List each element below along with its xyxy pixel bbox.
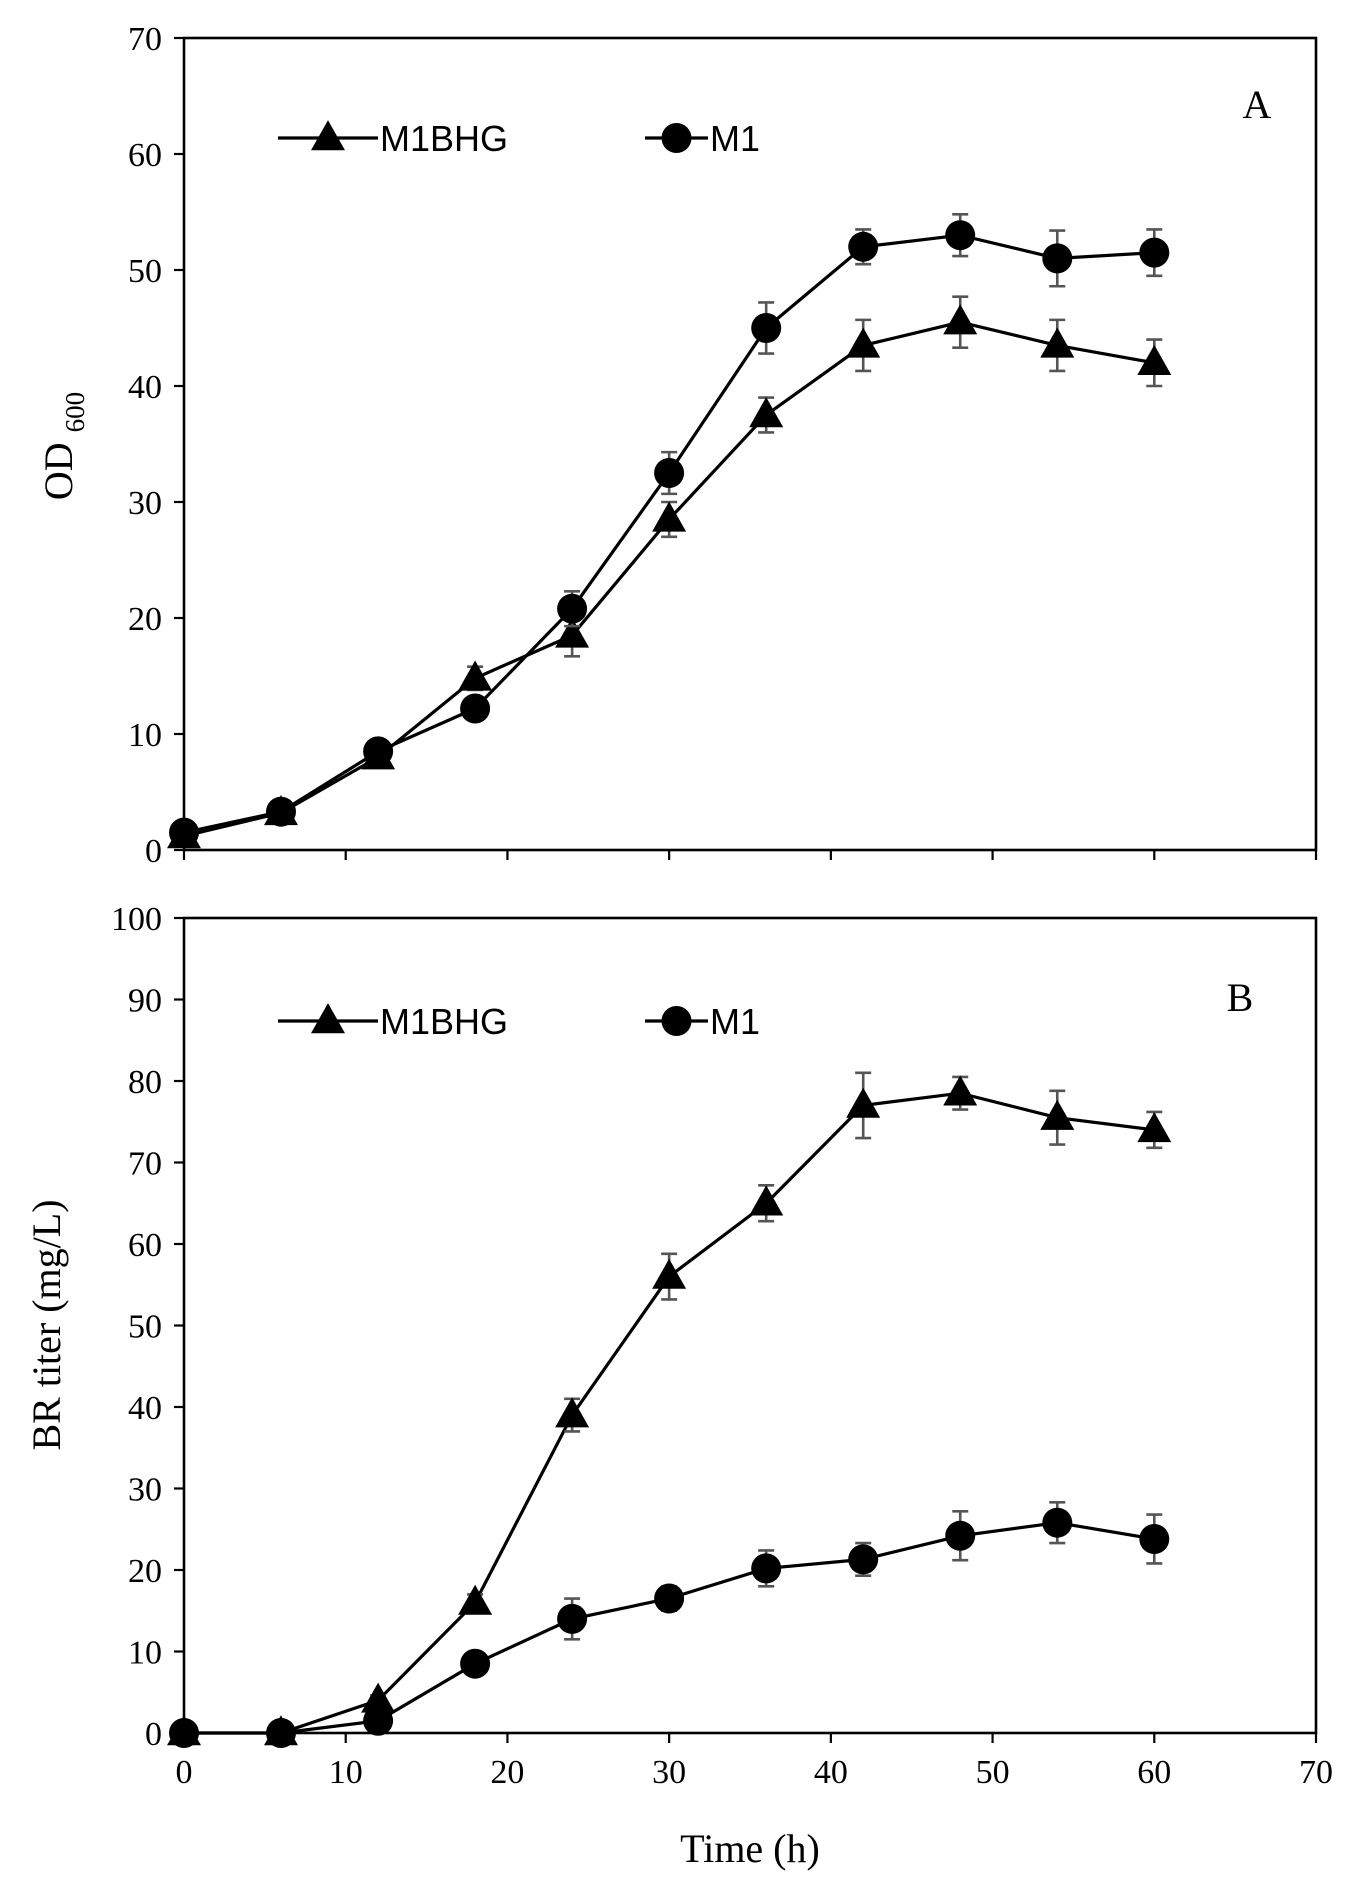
point-m1bhg-b [458, 1584, 493, 1615]
point-m1-b [363, 1705, 394, 1736]
ticks-a: 0 10 20 30 40 50 60 70 [128, 21, 1318, 870]
panel-label-b: B [1227, 975, 1254, 1020]
point-m1bhg-a [555, 617, 590, 648]
y-tick-label-b: 30 [128, 1472, 162, 1509]
x-axis-title: Time (h) [680, 1826, 820, 1871]
series-a [167, 213, 1172, 849]
y-tick-label-a: 30 [128, 485, 162, 522]
y-axis-title-a: OD 600 [36, 392, 90, 500]
point-m1bhg-a [943, 304, 978, 335]
legend-entry-m1bhg-a: M1BHG [278, 118, 508, 159]
point-m1bhg-b [652, 1258, 687, 1289]
point-m1-b [945, 1520, 976, 1551]
legend-marker-m1bhg-a [311, 120, 345, 151]
point-m1-a [266, 796, 296, 827]
y-tick-label-a: 10 [128, 717, 162, 754]
point-m1-a [363, 736, 394, 767]
y-axis-title-main-a: OD [36, 442, 81, 500]
point-m1-a [1139, 237, 1170, 268]
y-tick-label-b: 90 [128, 983, 162, 1020]
legend-marker-m1-b [661, 1006, 692, 1036]
y-axis-title-b: BR titer (mg/L) [24, 1199, 69, 1450]
y-axis-title-subscript-a: 600 [60, 392, 90, 433]
point-m1-a [945, 220, 976, 251]
y-tick-label-b: 20 [128, 1553, 162, 1590]
panel-label-a: A [1243, 82, 1272, 127]
y-tick-label-b: 60 [128, 1227, 162, 1264]
x-tick-label-b: 20 [490, 1754, 524, 1791]
x-tick-label-b: 0 [176, 1754, 193, 1791]
point-m1-b [654, 1583, 685, 1614]
y-tick-label-b: 50 [128, 1309, 162, 1346]
y-tick-label-b: 10 [128, 1635, 162, 1672]
x-tick-label-b: 30 [652, 1754, 686, 1791]
point-m1bhg-a [652, 501, 687, 532]
x-tick-label-b: 10 [329, 1754, 363, 1791]
point-m1-a [460, 693, 491, 724]
point-m1-b [751, 1553, 782, 1584]
y-tick-label-a: 50 [128, 253, 162, 290]
point-m1bhg-a [749, 397, 784, 428]
y-tick-label-b: 40 [128, 1390, 162, 1427]
plot-area-a [182, 36, 1318, 852]
y-tick-label-a: 70 [128, 21, 162, 58]
point-m1bhg-b [361, 1682, 396, 1713]
series-m1-b [169, 1501, 1170, 1748]
legend-marker-m1bhg-b [311, 1003, 345, 1034]
point-m1-a [654, 458, 685, 488]
point-m1-a [1042, 243, 1073, 274]
series-m1bhg-b [167, 1071, 1172, 1746]
legend-a: M1BHG M1 [278, 118, 760, 159]
y-tick-label-a: 40 [128, 369, 162, 406]
point-m1-a [169, 817, 199, 848]
point-m1bhg-b [1137, 1112, 1172, 1143]
x-tick-label-b: 40 [814, 1754, 848, 1791]
y-tick-label-b: 70 [128, 1146, 162, 1183]
y-tick-label-b: 80 [128, 1064, 162, 1101]
point-m1bhg-a [458, 660, 493, 691]
y-tick-label-a: 0 [145, 833, 162, 870]
point-m1bhg-a [1137, 344, 1172, 375]
y-tick-label-b: 0 [145, 1716, 162, 1753]
point-m1-b [848, 1544, 879, 1575]
point-m1-b [557, 1603, 588, 1634]
point-m1bhg-b [1040, 1099, 1075, 1130]
point-m1bhg-b [846, 1087, 881, 1118]
legend-marker-m1-a [661, 123, 692, 153]
x-tick-label-b: 70 [1299, 1754, 1333, 1791]
point-m1-b [1042, 1507, 1073, 1538]
legend-entry-m1-a: M1 [645, 118, 760, 159]
point-m1-a [848, 231, 879, 262]
legend-label-m1bhg-a: M1BHG [380, 118, 508, 159]
y-tick-label-a: 60 [128, 137, 162, 174]
legend-label-m1-b: M1 [710, 1001, 760, 1042]
series-m1-a [169, 213, 1170, 848]
point-m1-a [557, 593, 588, 624]
point-m1-b [169, 1718, 199, 1748]
y-tick-label-b: 100 [111, 901, 162, 938]
point-m1bhg-b [943, 1075, 978, 1106]
x-tick-label-b: 60 [1137, 1754, 1171, 1791]
point-m1-b [1139, 1524, 1170, 1554]
legend-label-m1bhg-b: M1BHG [380, 1001, 508, 1042]
point-m1bhg-b [555, 1397, 590, 1428]
legend-label-m1-a: M1 [710, 118, 760, 159]
point-m1-b [460, 1648, 491, 1679]
point-m1-b [266, 1718, 296, 1748]
x-tick-label-b: 50 [976, 1754, 1010, 1791]
y-tick-label-a: 20 [128, 601, 162, 638]
point-m1-a [751, 313, 782, 343]
point-m1bhg-a [846, 327, 881, 358]
legend-b: M1BHG M1 [278, 1001, 760, 1042]
panel-a: 0 10 20 30 40 50 60 70 A OD 600 M1BHG M1 [36, 21, 1318, 870]
series-b [167, 1071, 1172, 1748]
legend-entry-m1bhg-b: M1BHG [278, 1001, 508, 1042]
legend-entry-m1-b: M1 [645, 1001, 760, 1042]
point-m1bhg-a [1040, 327, 1075, 358]
ticks-b: 0 10 20 30 40 50 60 70 80 90 100 0 10 20 30 40 50 60 70 [111, 901, 1333, 1791]
point-m1bhg-b [749, 1185, 784, 1216]
